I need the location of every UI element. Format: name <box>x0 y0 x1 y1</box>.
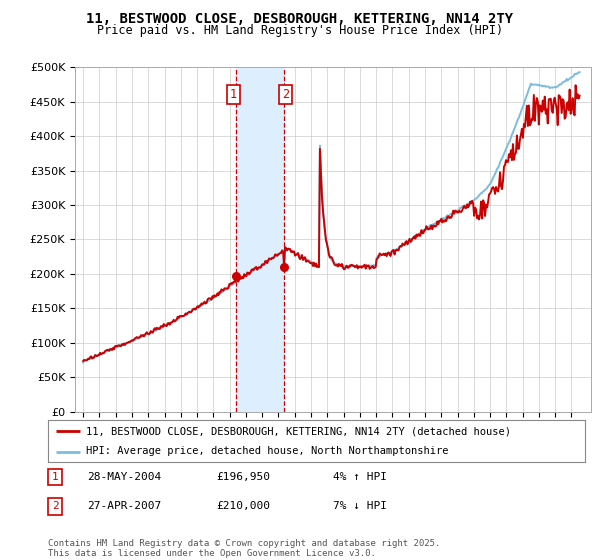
Text: Contains HM Land Registry data © Crown copyright and database right 2025.
This d: Contains HM Land Registry data © Crown c… <box>48 539 440 558</box>
Text: Price paid vs. HM Land Registry's House Price Index (HPI): Price paid vs. HM Land Registry's House … <box>97 24 503 37</box>
Text: 7% ↓ HPI: 7% ↓ HPI <box>333 501 387 511</box>
Text: 27-APR-2007: 27-APR-2007 <box>87 501 161 511</box>
Text: 11, BESTWOOD CLOSE, DESBOROUGH, KETTERING, NN14 2TY (detached house): 11, BESTWOOD CLOSE, DESBOROUGH, KETTERIN… <box>86 426 511 436</box>
Text: 11, BESTWOOD CLOSE, DESBOROUGH, KETTERING, NN14 2TY: 11, BESTWOOD CLOSE, DESBOROUGH, KETTERIN… <box>86 12 514 26</box>
Text: 1: 1 <box>229 88 236 101</box>
Text: £210,000: £210,000 <box>216 501 270 511</box>
Text: 2: 2 <box>282 88 289 101</box>
Text: 28-MAY-2004: 28-MAY-2004 <box>87 472 161 482</box>
Text: HPI: Average price, detached house, North Northamptonshire: HPI: Average price, detached house, Nort… <box>86 446 448 456</box>
Text: £196,950: £196,950 <box>216 472 270 482</box>
Bar <box>236 67 284 412</box>
Text: 4% ↑ HPI: 4% ↑ HPI <box>333 472 387 482</box>
Text: 2: 2 <box>52 501 59 511</box>
Text: 1: 1 <box>52 472 59 482</box>
